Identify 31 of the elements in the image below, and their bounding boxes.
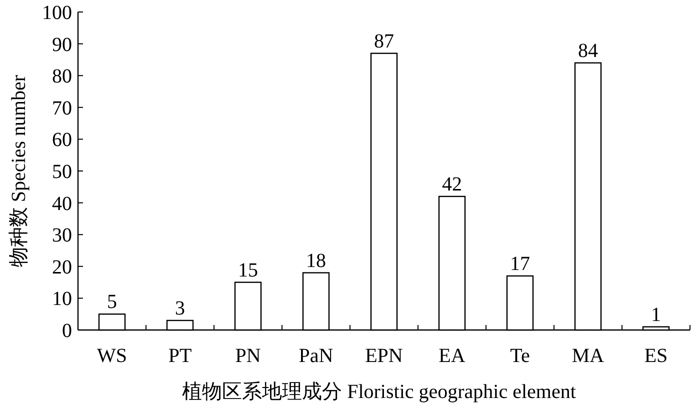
data-label: 42 bbox=[442, 173, 462, 196]
y-tick-label: 60 bbox=[52, 129, 72, 152]
x-axis-title: 植物区系地理成分 Floristic geographic element bbox=[182, 381, 576, 403]
data-label: 15 bbox=[238, 259, 258, 282]
y-axis-title: 物种数 Species number bbox=[8, 74, 30, 268]
y-tick-label: 90 bbox=[52, 34, 72, 56]
y-tick-label: 50 bbox=[52, 161, 72, 183]
y-tick-label: 80 bbox=[52, 66, 72, 88]
y-tick-label: 40 bbox=[52, 192, 72, 215]
y-tick-label: 30 bbox=[52, 224, 72, 247]
data-label: 84 bbox=[578, 40, 598, 62]
x-tick-label: EA bbox=[438, 345, 466, 367]
x-tick-label: Te bbox=[510, 345, 530, 367]
data-label: 1 bbox=[651, 304, 661, 326]
y-tick-label: 100 bbox=[42, 2, 72, 24]
data-label: 17 bbox=[510, 252, 530, 275]
y-tick-label: 20 bbox=[52, 256, 72, 278]
x-tick-label: WS bbox=[97, 345, 127, 367]
y-tick-label: 0 bbox=[62, 320, 72, 342]
x-tick-label: PaN bbox=[298, 345, 334, 367]
x-tick-label: ES bbox=[644, 345, 668, 367]
data-label: 18 bbox=[306, 250, 326, 272]
x-tick-label: MA bbox=[572, 345, 605, 367]
x-tick-label: PT bbox=[168, 345, 192, 367]
x-tick-label: PN bbox=[235, 345, 261, 367]
y-tick-label: 70 bbox=[52, 97, 72, 120]
data-label: 3 bbox=[175, 297, 185, 320]
data-label: 5 bbox=[107, 291, 117, 314]
y-tick-label: 10 bbox=[52, 288, 72, 310]
x-tick-label: EPN bbox=[365, 345, 403, 367]
data-label: 87 bbox=[374, 30, 394, 52]
